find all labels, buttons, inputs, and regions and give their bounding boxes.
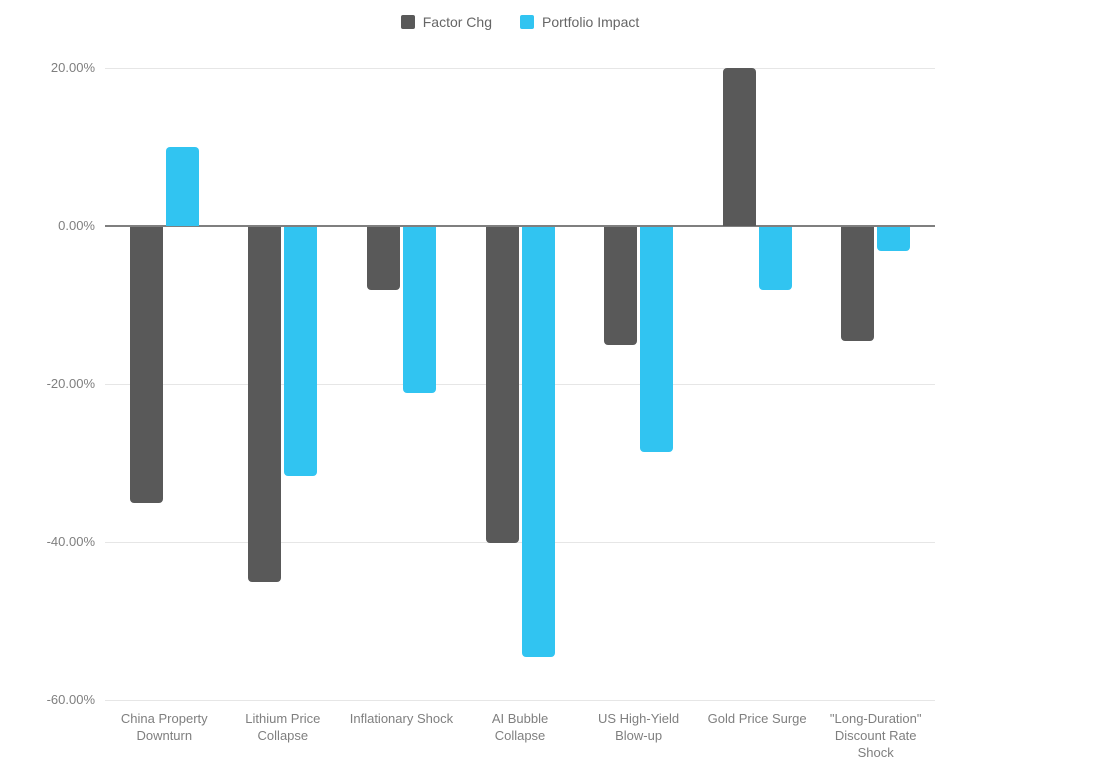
zero-axis-line (105, 224, 935, 227)
legend-label: Factor Chg (422, 14, 492, 30)
bar-factor-chg-china-property-downturn[interactable] (129, 226, 163, 504)
y-gridline (105, 541, 935, 543)
y-gridline (105, 699, 935, 701)
y-axis-tick-label: 20.00% (50, 60, 95, 75)
y-axis-tick-label: -20.00% (46, 375, 95, 391)
bar-portfolio-impact-gold-price-surge[interactable] (758, 226, 792, 291)
chart-legend: Factor Chg Portfolio Impact (105, 12, 935, 32)
x-axis-category-label: "Long-Duration" Discount Rate Shock (829, 711, 922, 760)
y-axis-tick-label: 0.00% (58, 217, 95, 233)
bar-factor-chg-inflationary-shock[interactable] (366, 226, 400, 291)
x-axis-category-label: US High-Yield Blow-up (597, 711, 680, 743)
bar-portfolio-impact-china-property-downturn[interactable] (165, 146, 199, 226)
legend-swatch-factor-chg (400, 15, 415, 29)
y-axis-tick-label: -60.00% (46, 691, 95, 707)
legend-item-factor-chg[interactable]: Factor Chg (400, 14, 492, 30)
bar-portfolio-impact-long-duration-discount-rate-shock[interactable] (877, 226, 911, 251)
bar-factor-chg-gold-price-surge[interactable] (722, 68, 756, 226)
legend-swatch-portfolio-impact (519, 15, 534, 29)
x-axis-category-label: Inflationary Shock (349, 711, 454, 726)
bar-portfolio-impact-us-high-yield-blow-up[interactable] (640, 226, 674, 453)
y-gridline (105, 68, 935, 69)
bar-portfolio-impact-inflationary-shock[interactable] (402, 226, 436, 393)
x-axis-category-label: Gold Price Surge (707, 711, 807, 726)
legend-label: Portfolio Impact (541, 14, 640, 30)
legend-item-portfolio-impact[interactable]: Portfolio Impact (519, 14, 640, 30)
x-axis-category-label: China Property Downturn (120, 711, 208, 743)
x-axis-category-label: Lithium Price Collapse (245, 711, 321, 743)
y-axis-tick-label: -40.00% (46, 533, 95, 549)
bar-factor-chg-long-duration-discount-rate-shock[interactable] (841, 226, 875, 342)
bar-factor-chg-lithium-price-collapse[interactable] (248, 226, 282, 583)
bar-factor-chg-us-high-yield-blow-up[interactable] (604, 226, 638, 346)
x-axis-category-label: AI Bubble Collapse (491, 711, 549, 743)
bar-factor-chg-ai-bubble-collapse[interactable] (485, 226, 519, 543)
bar-portfolio-impact-ai-bubble-collapse[interactable] (521, 226, 555, 658)
y-gridline (105, 383, 935, 385)
bar-portfolio-impact-lithium-price-collapse[interactable] (284, 226, 318, 476)
